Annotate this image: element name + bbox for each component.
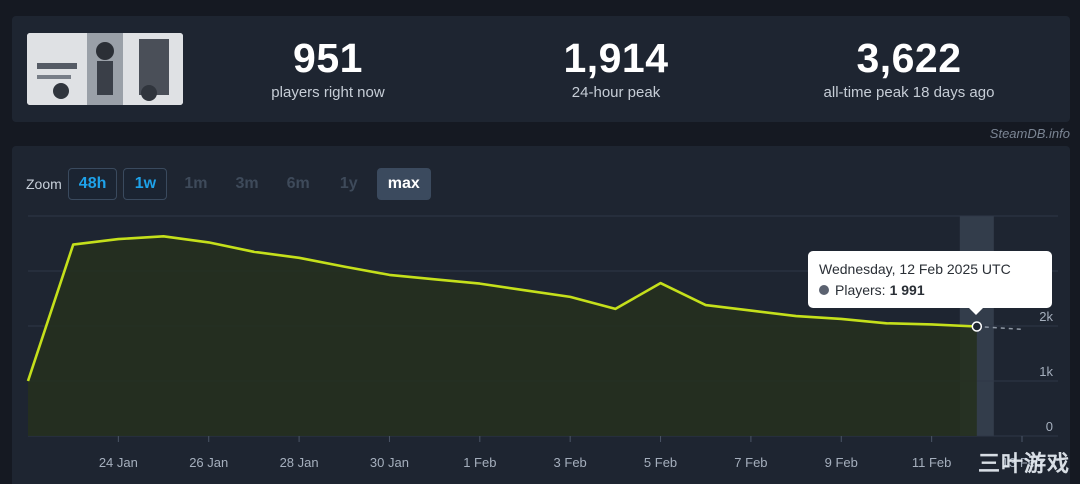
series-line-players bbox=[26, 235, 977, 382]
chart-tooltip: Wednesday, 12 Feb 2025 UTC Players: 1 99… bbox=[808, 251, 1052, 315]
tooltip-row: Players: 1 991 bbox=[819, 282, 1052, 298]
x-tick-label: 11 Feb bbox=[912, 455, 952, 470]
peak-24h-value: 1,914 bbox=[563, 35, 669, 81]
watermark-logo: 三叶游戏 bbox=[977, 451, 1070, 476]
peak-24h-stat: 1,914 24-hour peak bbox=[486, 36, 746, 101]
zoom-1w-button[interactable]: 1w bbox=[123, 167, 168, 200]
current-players-stat: 951 players right now bbox=[198, 36, 458, 101]
tooltip-date: Wednesday, 12 Feb 2025 UTC bbox=[819, 261, 1011, 277]
x-tick-label: 1 Feb bbox=[463, 455, 496, 470]
zoom-48h-button[interactable]: 48h bbox=[67, 167, 118, 200]
x-tick-label: 13 Feb bbox=[1002, 455, 1042, 470]
zoom-3m-button: 3m bbox=[235, 174, 259, 192]
zoom-bar: Zoom 48h 1w 1m 3m 6m 1y max bbox=[26, 167, 437, 200]
alltime-peak-stat: 3,622 all-time peak 18 days ago bbox=[779, 36, 1039, 101]
highlight-point bbox=[971, 321, 983, 332]
series-dot-icon bbox=[819, 285, 829, 295]
current-players-label: players right now bbox=[271, 84, 385, 101]
y-tick-label: 2k bbox=[1039, 309, 1053, 324]
x-tick-label: 5 Feb bbox=[644, 455, 677, 470]
tooltip-series-label: Players: bbox=[835, 282, 886, 298]
game-capsule-image-icon bbox=[27, 33, 183, 105]
peak-24h-label: 24-hour peak bbox=[571, 84, 661, 101]
stats-panel: 951 players right now 1,914 24-hour peak… bbox=[12, 16, 1070, 122]
y-tick-label: 0 bbox=[1046, 419, 1053, 434]
x-tick-label: 30 Jan bbox=[370, 455, 409, 470]
steamdb-credit[interactable]: SteamDB.info bbox=[989, 126, 1070, 141]
zoom-label: Zoom bbox=[26, 175, 62, 192]
x-tick-label: 9 Feb bbox=[825, 455, 858, 470]
alltime-peak-label: all-time peak 18 days ago bbox=[823, 84, 995, 101]
tooltip-arrow-icon bbox=[969, 308, 983, 315]
y-tick-label: 1k bbox=[1039, 364, 1053, 379]
zoom-6m-button: 6m bbox=[286, 174, 310, 192]
game-thumbnail[interactable] bbox=[27, 33, 183, 105]
alltime-peak-value: 3,622 bbox=[856, 35, 962, 81]
x-tick-label: 7 Feb bbox=[734, 455, 767, 470]
zoom-max-button[interactable]: max bbox=[376, 167, 431, 200]
zoom-1m-button: 1m bbox=[184, 174, 208, 192]
x-tick-label: 3 Feb bbox=[554, 455, 587, 470]
x-tick-label: 28 Jan bbox=[280, 455, 319, 470]
tooltip-value: 1 991 bbox=[889, 282, 925, 298]
series-area bbox=[28, 236, 977, 436]
x-tick-label: 24 Jan bbox=[99, 455, 138, 470]
current-players-value: 951 bbox=[293, 35, 363, 81]
zoom-1y-button: 1y bbox=[339, 174, 358, 192]
x-tick-label: 26 Jan bbox=[189, 455, 228, 470]
